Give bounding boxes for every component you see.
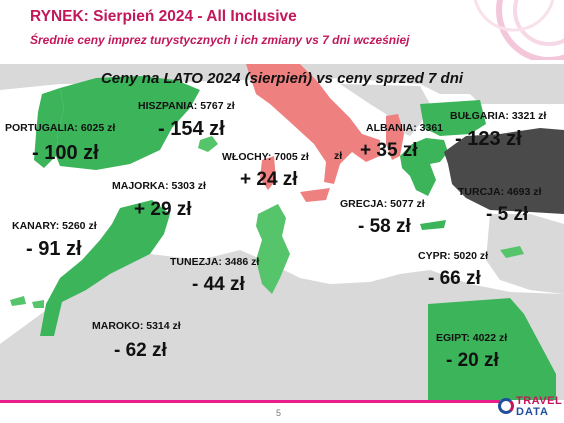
label-tunezja: TUNEZJA: 3486 zł (170, 256, 260, 268)
map-graphic (0, 64, 564, 400)
change-grecja: - 58 zł (358, 216, 411, 237)
change-cypr: - 66 zł (428, 268, 481, 289)
logo-text-bottom: DATA (516, 406, 549, 418)
logo-text-top: TRAVEL (516, 395, 563, 407)
region-portugalia (34, 88, 64, 168)
label-grecja: GRECJA: 5077 zł (340, 198, 425, 210)
slide-header: RYNEK: Sierpień 2024 - All Inclusive Śre… (0, 0, 564, 60)
label-kanary: KANARY: 5260 zł (12, 220, 97, 232)
region-majorka (198, 136, 218, 152)
label-wlochy: WŁOCHY: 7005 zł (222, 151, 309, 163)
label-hiszpania: HISZPANIA: 5767 zł (138, 100, 235, 112)
region-kanary-2 (32, 300, 44, 308)
label-egipt: EGIPT: 4022 zł (436, 332, 508, 344)
region-hiszpania (56, 76, 200, 170)
region-egipt (428, 298, 556, 400)
change-portugalia: - 100 zł (32, 142, 99, 164)
change-wlochy: + 24 zł (240, 169, 298, 190)
label-bulgaria: BUŁGARIA: 3321 zł (450, 110, 547, 122)
label-albania: ALBANIA: 3361 (366, 122, 444, 134)
logo-mark-icon (498, 398, 514, 414)
land-africa (0, 250, 564, 400)
change-hiszpania: - 154 zł (158, 118, 225, 140)
region-cypr (500, 246, 524, 258)
region-albania (386, 114, 404, 160)
land-middle-east (486, 214, 564, 294)
region-grecja-crete (420, 220, 446, 230)
change-maroko: - 62 zł (114, 340, 167, 361)
label-turcja: TURCJA: 4693 zł (458, 186, 542, 198)
page-number: 5 (276, 408, 282, 418)
label-cypr: CYPR: 5020 zł (418, 250, 489, 262)
travel-data-logo: TRAVEL DATA (496, 394, 563, 420)
region-kanary (10, 296, 26, 306)
map-panel: Ceny na LATO 2024 (sierpień) vs ceny spr… (0, 64, 564, 400)
label-portugalia: PORTUGALIA: 6025 zł (5, 122, 116, 134)
slide-title: RYNEK: Sierpień 2024 - All Inclusive (30, 8, 297, 25)
slide-subtitle: Średnie ceny imprez turystycznych i ich … (30, 33, 410, 47)
label-majorka: MAJORKA: 5303 zł (112, 180, 206, 192)
change-tunezja: - 44 zł (192, 274, 245, 295)
region-bulgaria (420, 100, 486, 136)
map-title: Ceny na LATO 2024 (sierpień) vs ceny spr… (100, 70, 464, 87)
land-balkans (340, 84, 430, 136)
region-sardynia (260, 156, 276, 190)
region-maroko (40, 200, 170, 336)
label-maroko: MAROKO: 5314 zł (92, 320, 181, 332)
change-majorka: + 29 zł (134, 199, 192, 220)
change-turcja: - 5 zł (486, 204, 529, 225)
change-egipt: - 20 zł (446, 350, 499, 371)
region-sycylia (300, 188, 330, 202)
region-turcja (444, 128, 564, 214)
region-wlochy (246, 64, 380, 184)
change-albania: + 35 zł (360, 140, 418, 161)
corner-decoration-icon (473, 0, 564, 60)
land-europe (0, 64, 564, 104)
region-grecja (400, 138, 448, 196)
change-kanary: - 91 zł (26, 238, 82, 260)
region-tunezja (256, 204, 290, 294)
label-wlochy-extra: zł (334, 150, 343, 162)
footer-divider (0, 400, 500, 403)
change-bulgaria: - 123 zł (455, 128, 522, 150)
